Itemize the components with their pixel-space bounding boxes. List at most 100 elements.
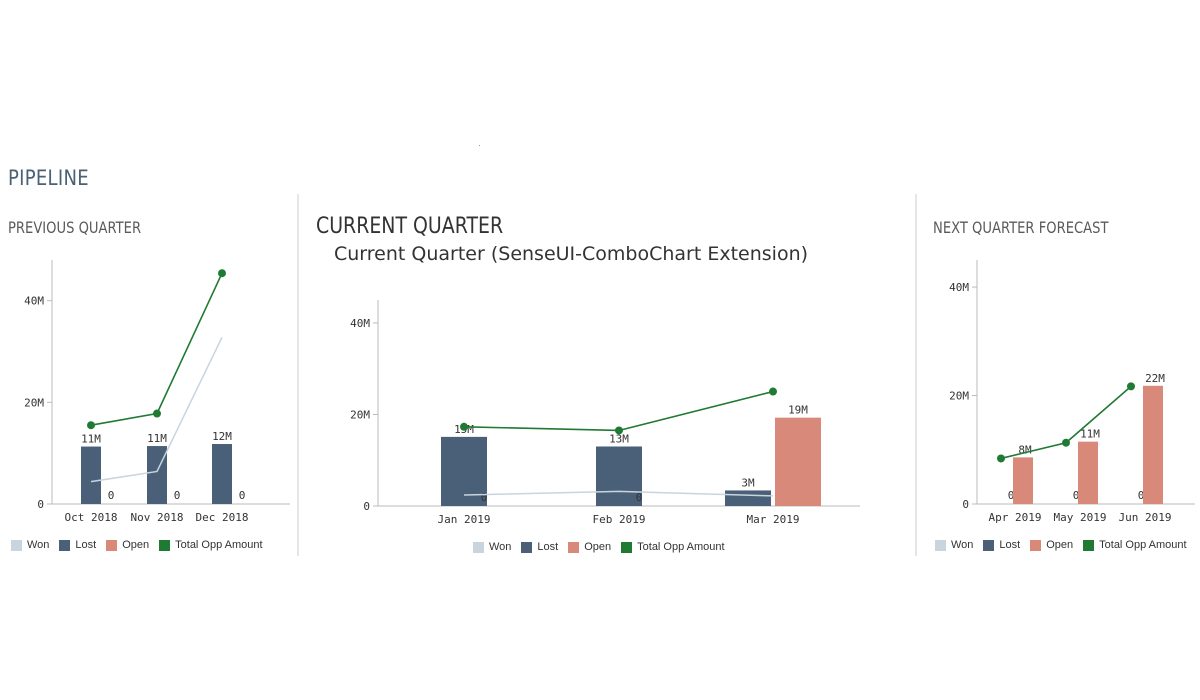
bar-open-label: 19M xyxy=(788,404,808,417)
legend-item[interactable]: Lost xyxy=(521,541,558,553)
current-quarter-subtitle: Current Quarter (SenseUI-ComboChart Exte… xyxy=(334,243,809,265)
legend-item[interactable]: Lost xyxy=(59,539,96,551)
legend-swatch xyxy=(568,541,580,553)
bar-open-label: 0 xyxy=(481,491,488,504)
legend-label: Won xyxy=(951,539,974,551)
point-total-opp-amount xyxy=(769,387,777,396)
next-quarter-legend: Won Lost Open Total Opp Amount xyxy=(935,539,1197,551)
panel-divider xyxy=(297,194,299,556)
bar-lost-label: 11M xyxy=(81,433,101,446)
y-tick-label: 40M xyxy=(949,281,969,294)
bar-lost-label: 0 xyxy=(1008,489,1015,502)
legend-item[interactable]: Open xyxy=(106,539,149,551)
x-tick-label: Feb 2019 xyxy=(593,513,646,526)
bar-lost xyxy=(725,490,771,506)
legend-label: Open xyxy=(122,539,150,551)
legend-swatch xyxy=(935,539,946,551)
point-total-opp-amount xyxy=(1062,438,1070,447)
legend-swatch xyxy=(106,539,118,551)
bar-open-label: 0 xyxy=(636,491,643,504)
x-tick-label: May 2019 xyxy=(1054,511,1107,524)
previous-quarter-chart: 0 20M 40M Oct 2018 Nov 2018 Dec 2018 11M 0 11M 0 1… xyxy=(24,260,290,524)
legend-swatch xyxy=(1030,539,1042,551)
legend-label: Lost xyxy=(75,539,97,551)
point-total-opp-amount xyxy=(615,426,623,435)
legend-label: Won xyxy=(27,539,50,551)
legend-swatch xyxy=(11,539,22,551)
point-total-opp-amount xyxy=(87,421,95,430)
bar-lost xyxy=(81,446,101,504)
legend-item[interactable]: Total Opp Amount xyxy=(1083,539,1187,551)
bar-open xyxy=(1078,441,1098,504)
line-won xyxy=(90,336,223,483)
previous-quarter-legend: Won Lost Open Total Opp Amount xyxy=(11,539,273,551)
legend-swatch xyxy=(473,541,484,553)
bar-open-label: 11M xyxy=(1080,428,1100,441)
legend-item[interactable]: Won xyxy=(473,541,511,553)
bar-lost-label: 0 xyxy=(1138,489,1145,502)
legend-label: Total Opp Amount xyxy=(637,541,725,553)
legend-swatch xyxy=(983,539,995,551)
bar-lost-label: 13M xyxy=(609,432,629,445)
line-total-opp-amount xyxy=(90,272,223,426)
y-tick-label: 0 xyxy=(962,498,969,511)
bar-lost-label: 11M xyxy=(147,432,167,445)
point-total-opp-amount xyxy=(218,269,226,278)
legend-item[interactable]: Lost xyxy=(983,539,1020,551)
legend-label: Open xyxy=(584,541,612,553)
x-tick-label: Nov 2018 xyxy=(131,511,184,524)
next-quarter-title: NEXT QUARTER FORECAST xyxy=(933,218,1109,237)
point-total-opp-amount xyxy=(997,454,1005,463)
x-tick-label: Jan 2019 xyxy=(438,513,491,526)
legend-label: Total Opp Amount xyxy=(175,539,263,551)
legend-swatch xyxy=(159,539,171,551)
legend-swatch xyxy=(521,541,533,553)
legend-item[interactable]: Won xyxy=(935,539,973,551)
legend-label: Total Opp Amount xyxy=(1099,539,1187,551)
y-tick-label: 20M xyxy=(24,396,44,409)
bar-open-label: 0 xyxy=(239,489,246,502)
legend-item[interactable]: Open xyxy=(568,541,611,553)
previous-quarter-title: PREVIOUS QUARTER xyxy=(8,218,142,237)
y-tick-label: 20M xyxy=(350,408,370,421)
legend-swatch xyxy=(621,541,633,553)
bar-lost xyxy=(212,444,232,504)
bar-open-label: 22M xyxy=(1145,372,1165,385)
legend-label: Open xyxy=(1046,539,1074,551)
y-tick-label: 40M xyxy=(350,317,370,330)
x-tick-label: Jun 2019 xyxy=(1119,511,1172,524)
legend-label: Lost xyxy=(999,539,1021,551)
line-won xyxy=(463,490,774,497)
legend-item[interactable]: Total Opp Amount xyxy=(621,541,725,553)
x-tick-label: Dec 2018 xyxy=(196,511,249,524)
y-tick-label: 0 xyxy=(363,500,370,513)
legend-label: Lost xyxy=(537,541,559,553)
bar-open xyxy=(775,417,821,506)
page-title: PIPELINE xyxy=(8,166,89,190)
legend-label: Won xyxy=(489,541,512,553)
bar-lost-label: 3M xyxy=(741,476,755,489)
point-total-opp-amount xyxy=(460,422,468,431)
x-tick-label: Apr 2019 xyxy=(989,511,1042,524)
legend-item[interactable]: Open xyxy=(1030,539,1073,551)
current-quarter-title: CURRENT QUARTER xyxy=(316,214,504,239)
point-total-opp-amount xyxy=(153,409,161,418)
legend-item[interactable]: Total Opp Amount xyxy=(159,539,263,551)
stray-dot xyxy=(479,145,480,146)
bar-open xyxy=(1143,385,1163,504)
y-tick-label: 20M xyxy=(949,390,969,403)
bar-lost-label: 12M xyxy=(212,430,232,443)
bar-lost-label: 0 xyxy=(1073,489,1080,502)
bar-lost xyxy=(147,446,167,504)
x-tick-label: Mar 2019 xyxy=(747,513,800,526)
y-tick-label: 40M xyxy=(24,295,44,308)
current-quarter-legend: Won Lost Open Total Opp Amount xyxy=(473,541,735,553)
legend-item[interactable]: Won xyxy=(11,539,49,551)
y-tick-label: 0 xyxy=(37,498,44,511)
bar-open xyxy=(1013,457,1033,504)
x-tick-label: Oct 2018 xyxy=(65,511,118,524)
legend-swatch xyxy=(1083,539,1095,551)
panel-divider xyxy=(915,194,917,556)
